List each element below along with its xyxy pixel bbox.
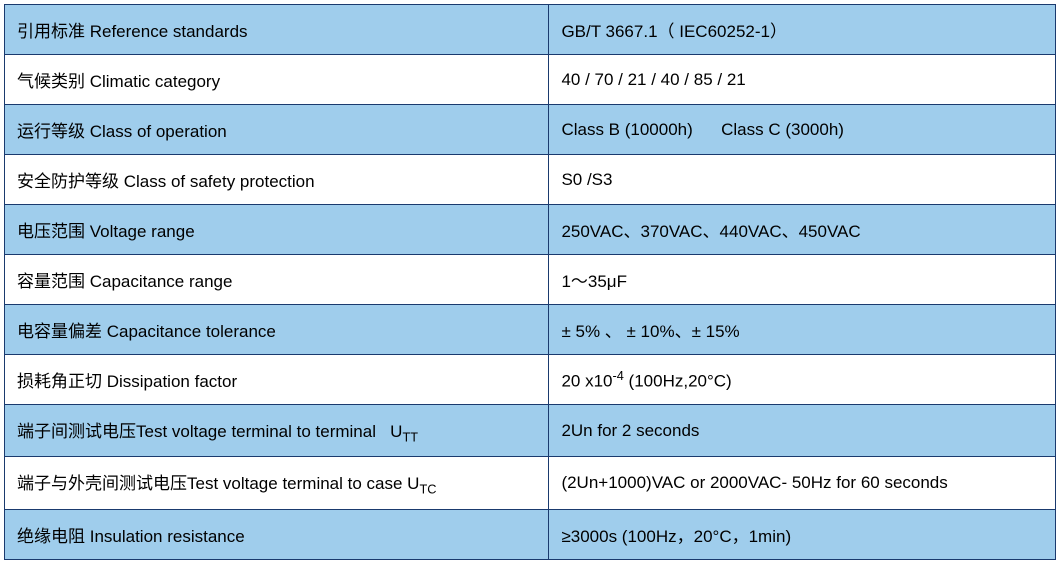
spec-value: ± 5% 、 ± 10%、± 15%	[549, 305, 1056, 355]
spec-value: S0 /S3	[549, 155, 1056, 205]
spec-value: 1～35μF	[549, 255, 1056, 305]
table-row: 气候类别 Climatic category40 / 70 / 21 / 40 …	[5, 55, 1056, 105]
table-row: 端子间测试电压Test voltage terminal to terminal…	[5, 405, 1056, 457]
spec-value: 40 / 70 / 21 / 40 / 85 / 21	[549, 55, 1056, 105]
spec-value: (2Un+1000)VAC or 2000VAC- 50Hz for 60 se…	[549, 457, 1056, 509]
table-row: 容量范围 Capacitance range1～35μF	[5, 255, 1056, 305]
spec-label: 端子与外壳间测试电压Test voltage terminal to case …	[5, 457, 549, 509]
spec-value: Class B (10000h) Class C (3000h)	[549, 105, 1056, 155]
table-row: 绝缘电阻 Insulation resistance≥3000s (100Hz，…	[5, 509, 1056, 559]
spec-label: 绝缘电阻 Insulation resistance	[5, 509, 549, 559]
spec-label: 电压范围 Voltage range	[5, 205, 549, 255]
spec-value: ≥3000s (100Hz，20°C，1min)	[549, 509, 1056, 559]
table-row: 安全防护等级 Class of safety protectionS0 /S3	[5, 155, 1056, 205]
table-row: 损耗角正切 Dissipation factor20 x10-4 (100Hz,…	[5, 355, 1056, 405]
spec-value: 2Un for 2 seconds	[549, 405, 1056, 457]
spec-label: 气候类别 Climatic category	[5, 55, 549, 105]
spec-label: 容量范围 Capacitance range	[5, 255, 549, 305]
spec-value: 20 x10-4 (100Hz,20°C)	[549, 355, 1056, 405]
table-row: 电压范围 Voltage range250VAC、370VAC、440VAC、4…	[5, 205, 1056, 255]
table-row: 端子与外壳间测试电压Test voltage terminal to case …	[5, 457, 1056, 509]
spec-label: 安全防护等级 Class of safety protection	[5, 155, 549, 205]
spec-table: 引用标准 Reference standardsGB/T 3667.1（ IEC…	[4, 4, 1056, 560]
table-row: 电容量偏差 Capacitance tolerance± 5% 、 ± 10%、…	[5, 305, 1056, 355]
spec-label: 引用标准 Reference standards	[5, 5, 549, 55]
spec-label: 端子间测试电压Test voltage terminal to terminal…	[5, 405, 549, 457]
spec-label: 电容量偏差 Capacitance tolerance	[5, 305, 549, 355]
table-row: 运行等级 Class of operationClass B (10000h) …	[5, 105, 1056, 155]
spec-value: GB/T 3667.1（ IEC60252-1）	[549, 5, 1056, 55]
table-row: 引用标准 Reference standardsGB/T 3667.1（ IEC…	[5, 5, 1056, 55]
spec-table-body: 引用标准 Reference standardsGB/T 3667.1（ IEC…	[5, 5, 1056, 560]
spec-value: 250VAC、370VAC、440VAC、450VAC	[549, 205, 1056, 255]
spec-label: 运行等级 Class of operation	[5, 105, 549, 155]
spec-label: 损耗角正切 Dissipation factor	[5, 355, 549, 405]
